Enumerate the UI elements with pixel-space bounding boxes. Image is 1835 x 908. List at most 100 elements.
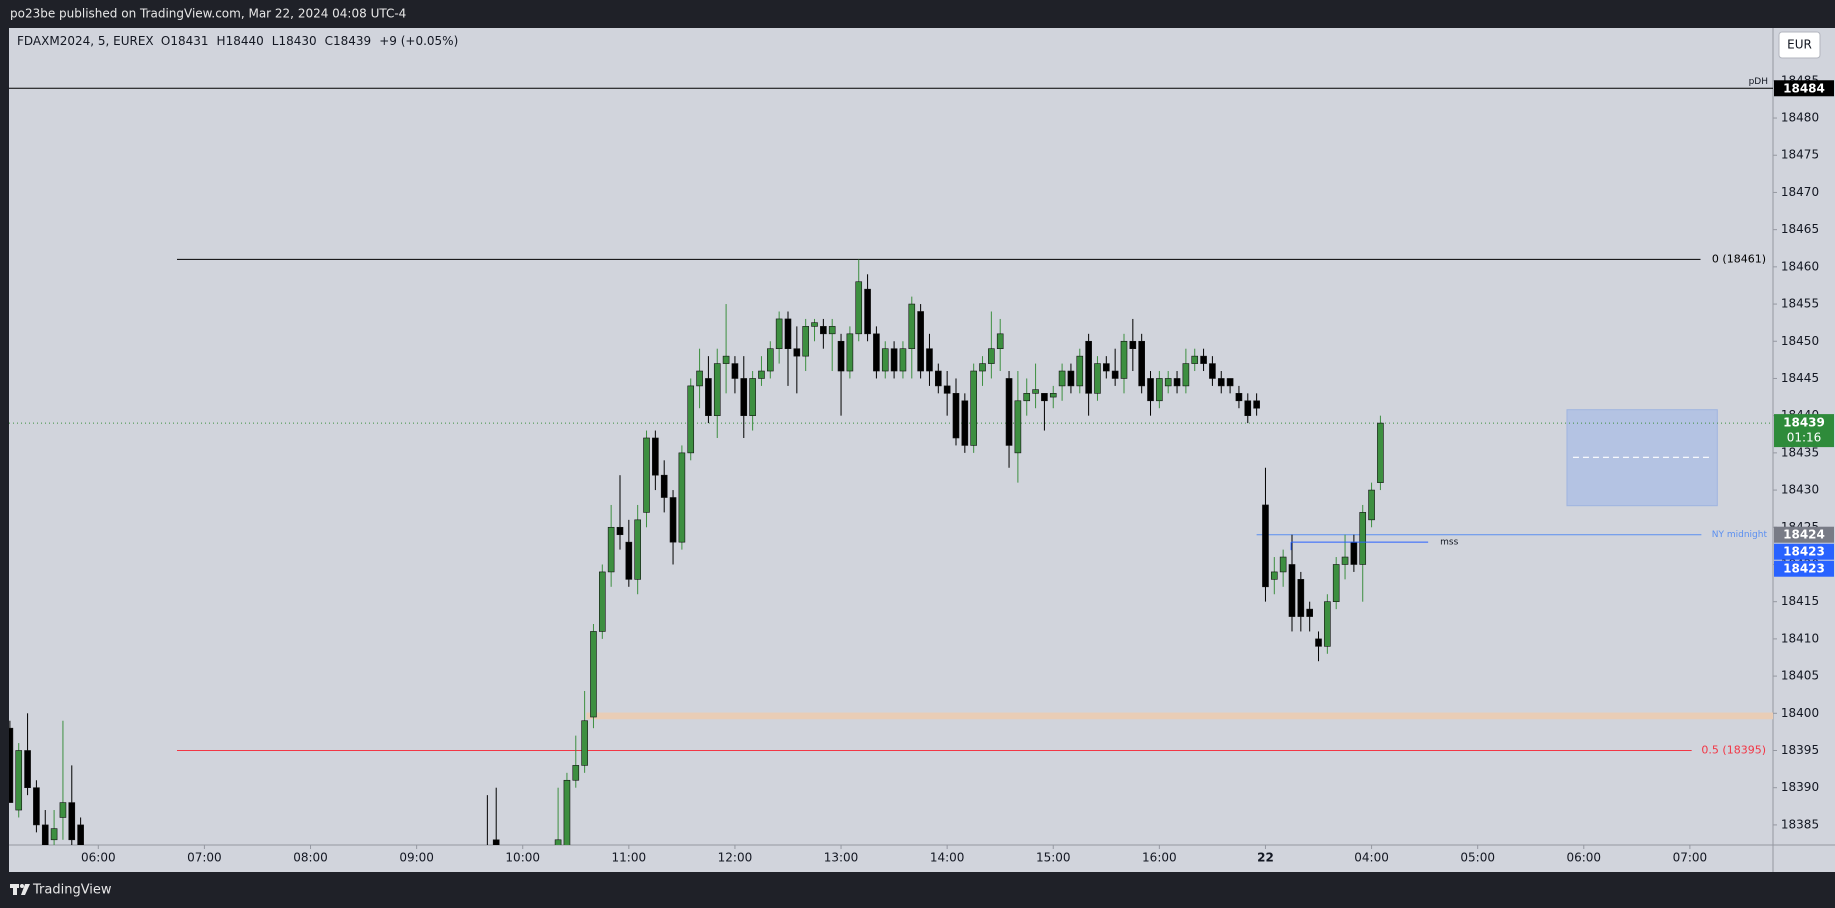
candle-body: [50, 828, 58, 841]
x-tick-label: 06:00: [81, 851, 116, 865]
left-border: [0, 28, 9, 872]
x-tick-label: 07:00: [1673, 851, 1708, 865]
y-tick-label: 18435: [1781, 445, 1819, 459]
candle-body: [1262, 504, 1269, 588]
y-tick-label: 18480: [1781, 111, 1819, 125]
candle-body: [713, 363, 721, 416]
candle-body: [9, 727, 14, 803]
candle-body: [696, 370, 703, 387]
candle-body: [1120, 340, 1128, 379]
price-zone: [586, 712, 1773, 720]
candle-body: [802, 326, 809, 357]
candle-body: [41, 824, 49, 845]
candle-body: [749, 378, 756, 416]
candle-body: [1005, 378, 1013, 446]
x-tick-label: 12:00: [718, 851, 753, 865]
x-tick-label: 22: [1257, 851, 1274, 865]
legend-ohlc-key: O: [161, 34, 170, 48]
y-tick-label: 18415: [1781, 594, 1819, 608]
candle-body: [33, 787, 40, 826]
brand-logo: [10, 884, 30, 895]
candle-body: [68, 802, 76, 841]
candle-body: [1085, 340, 1092, 394]
candle-body: [943, 385, 951, 394]
candle-body: [731, 363, 739, 379]
candle-body: [890, 348, 898, 372]
y-tick-label: 18400: [1781, 706, 1819, 720]
range-box: [1566, 409, 1718, 507]
pdh-label: pDH: [1749, 77, 1768, 87]
candle-body: [616, 526, 624, 536]
candle-body: [1332, 564, 1340, 602]
candle-body: [1253, 400, 1260, 409]
candle-body: [1226, 378, 1234, 387]
candle-body: [908, 303, 916, 349]
candle-body: [563, 779, 571, 845]
candle-body: [24, 750, 31, 789]
candle-body: [634, 519, 641, 580]
candle-body: [678, 452, 686, 543]
candle-body: [722, 355, 730, 364]
candle-body: [1279, 556, 1287, 573]
candle-body: [598, 571, 606, 632]
mss-badge-bg: [1774, 543, 1834, 560]
mss-label: mss: [1440, 538, 1458, 548]
y-tick-label: 18405: [1781, 669, 1819, 683]
candle-body: [1191, 355, 1199, 364]
y-tick-label: 18430: [1781, 483, 1819, 497]
plot-layer: [9, 87, 1773, 845]
candle-body: [1147, 378, 1154, 402]
candle-body: [1032, 389, 1039, 394]
candle-body: [77, 824, 84, 845]
candle-body: [766, 348, 774, 372]
candle-body: [1297, 579, 1305, 617]
candle-body: [1076, 355, 1084, 387]
candle-body: [1235, 393, 1243, 402]
mss-badge: 18423: [1783, 562, 1825, 576]
y-tick-label: 18385: [1781, 817, 1819, 831]
candle-body: [1041, 393, 1048, 402]
ny-midnight-label: NY midnight: [1712, 530, 1768, 540]
candle-body: [784, 318, 792, 349]
candle-body: [828, 326, 836, 335]
x-tick-label: 14:00: [930, 851, 965, 865]
candle-body: [687, 385, 695, 454]
candle-body: [1315, 638, 1322, 647]
candle-body: [926, 348, 933, 372]
candle-body: [607, 526, 615, 573]
currency-button[interactable]: [1778, 31, 1821, 59]
x-tick-label: 10:00: [505, 851, 540, 865]
candle-body: [917, 311, 924, 372]
candle-body: [1306, 608, 1313, 617]
candle-body: [572, 765, 580, 781]
candle-body: [952, 393, 960, 439]
candle-body: [652, 437, 659, 476]
candle-body: [1244, 400, 1252, 416]
candle-body: [881, 348, 889, 372]
candle-body: [970, 370, 977, 446]
price-axis: [1773, 28, 1835, 872]
candle-body: [1341, 556, 1349, 565]
candle-body: [1058, 370, 1066, 387]
candle-body: [1182, 363, 1190, 387]
x-tick-label: 11:00: [612, 851, 647, 865]
legend-ohlc-key: L: [272, 34, 279, 48]
y-tick-label: 18470: [1781, 185, 1819, 199]
y-tick-label: 18465: [1781, 222, 1819, 236]
y-tick-label: 18395: [1781, 743, 1819, 757]
candle-body: [740, 378, 748, 416]
candle-body: [899, 348, 907, 372]
plot-area: [9, 28, 1773, 845]
candle-body: [837, 340, 845, 372]
candle-body: [59, 802, 67, 818]
last-price-badge-bg: [1774, 414, 1834, 448]
candle-body: [1102, 363, 1110, 372]
candle-body: [1368, 489, 1375, 521]
pdh-badge: 18484: [1783, 81, 1825, 95]
y-tick-label: 18455: [1781, 297, 1819, 311]
candle-body: [1138, 340, 1145, 387]
mss-badge: 18423: [1783, 545, 1825, 559]
candle-body: [15, 750, 23, 811]
